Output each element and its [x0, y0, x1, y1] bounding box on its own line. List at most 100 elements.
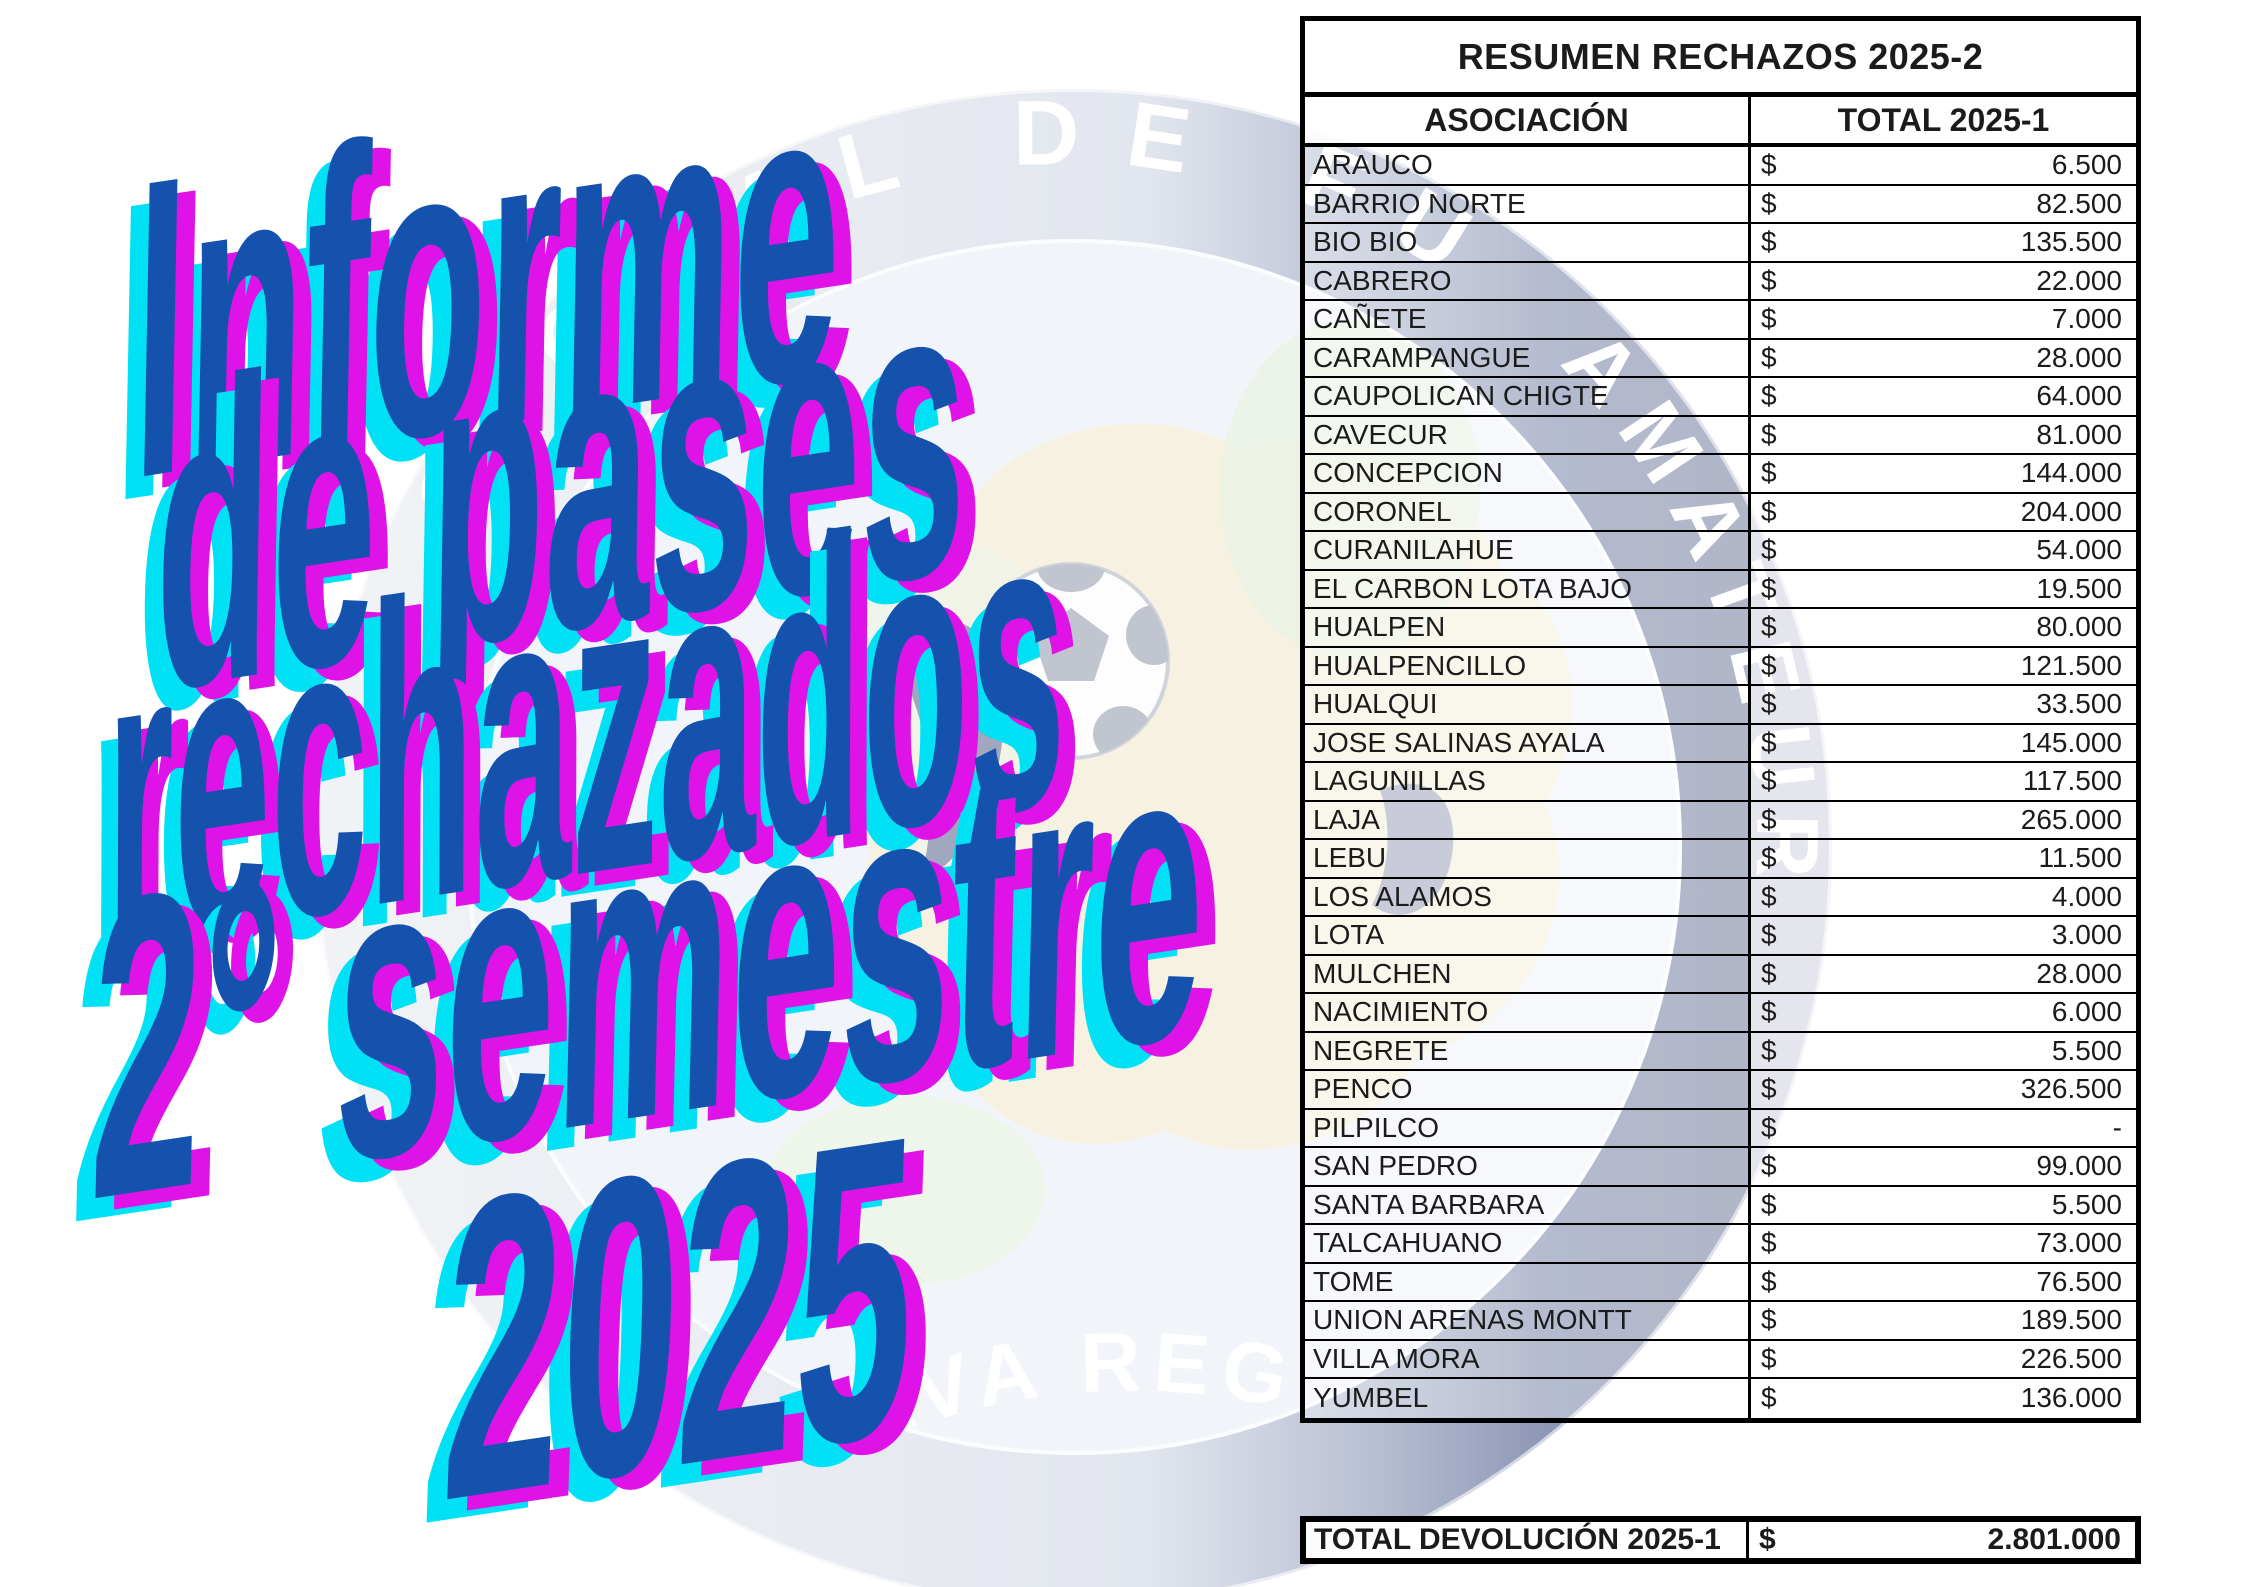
amount-cell: $ 99.000	[1751, 1148, 2136, 1185]
total-amount-value: 2.801.000	[1987, 1523, 2121, 1556]
amount-cell: $ 117.500	[1751, 763, 2136, 800]
amount-cell: $ 265.000	[1751, 801, 2136, 838]
currency-symbol: $	[1761, 264, 1777, 296]
amount-cell: $ 189.500	[1751, 1302, 2136, 1339]
table-row: EL CARBON LOTA BAJO $ 19.500	[1305, 570, 2136, 609]
table-row: CURANILAHUE $ 54.000	[1305, 532, 2136, 571]
currency-symbol: $	[1761, 726, 1777, 758]
table-row: LAGUNILLAS $ 117.500	[1305, 763, 2136, 802]
table-header-row: ASOCIACIÓN TOTAL 2025-1	[1305, 97, 2136, 147]
title-line: 2025	[436, 1045, 922, 1587]
amount-value: -	[2112, 1111, 2122, 1143]
table-row: HUALPEN $ 80.000	[1305, 609, 2136, 648]
association-name-cell: SAN PEDRO	[1305, 1148, 1751, 1185]
table-row: TALCAHUANO $ 73.000	[1305, 1225, 2136, 1264]
table-row: SAN PEDRO $ 99.000	[1305, 1148, 2136, 1187]
amount-cell: $ 136.000	[1751, 1379, 2136, 1418]
amount-cell: $ 19.500	[1751, 570, 2136, 607]
association-name-cell: CAÑETE	[1305, 301, 1751, 338]
amount-cell: $ 82.500	[1751, 185, 2136, 222]
badge-ring-inner-edge	[466, 239, 1682, 1455]
amount-cell: $ 54.000	[1751, 532, 2136, 569]
association-name-cell: EL CARBON LOTA BAJO	[1305, 570, 1751, 607]
table-row: HUALQUI $ 33.500	[1305, 686, 2136, 725]
table-row: CONCEPCION $ 144.000	[1305, 455, 2136, 494]
association-name-cell: LAJA	[1305, 801, 1751, 838]
amount-cell: $ 6.000	[1751, 994, 2136, 1031]
currency-symbol: $	[1761, 803, 1777, 835]
association-name-cell: JOSE SALINAS AYALA	[1305, 724, 1751, 761]
amount-value: 145.000	[2020, 726, 2122, 758]
currency-symbol: $	[1761, 688, 1777, 720]
association-name-cell: CORONEL	[1305, 493, 1751, 530]
amount-value: 7.000	[2051, 303, 2122, 335]
table-row: CAVECUR $ 81.000	[1305, 416, 2136, 455]
amount-value: 117.500	[2022, 765, 2122, 797]
currency-symbol: $	[1761, 1342, 1777, 1374]
column-header-asociacion: ASOCIACIÓN	[1305, 97, 1751, 143]
table-body: ARAUCO $ 6.500 BARRIO NORTE $ 82.500 B	[1305, 147, 2136, 1418]
table-row: BARRIO NORTE $ 82.500	[1305, 185, 2136, 224]
amount-value: 28.000	[2036, 957, 2122, 989]
association-name-cell: CURANILAHUE	[1305, 532, 1751, 569]
badge-navy-shape	[880, 617, 1004, 882]
amount-value: 80.000	[2036, 611, 2122, 643]
amount-value: 33.500	[2036, 688, 2122, 720]
currency-symbol: $	[1761, 380, 1777, 412]
amount-value: 326.500	[2020, 1073, 2122, 1105]
amount-value: 5.500	[2051, 1034, 2122, 1066]
amount-cell: $ 121.500	[1751, 647, 2136, 684]
currency-symbol: $	[1761, 957, 1777, 989]
amount-value: 204.000	[2020, 495, 2122, 527]
amount-cell: $ 5.500	[1751, 1032, 2136, 1069]
total-label-cell: TOTAL DEVOLUCIÓN 2025-1	[1306, 1522, 1749, 1558]
currency-symbol: $	[1761, 495, 1777, 527]
association-name-cell: LAGUNILLAS	[1305, 763, 1751, 800]
amount-value: 81.000	[2036, 418, 2122, 450]
association-name-cell: LOTA	[1305, 917, 1751, 954]
currency-symbol: $	[1761, 1188, 1777, 1220]
association-name-cell: UNION ARENAS MONTT	[1305, 1302, 1751, 1339]
amount-cell: $ 28.000	[1751, 955, 2136, 992]
currency-symbol: $	[1761, 1073, 1777, 1105]
amount-cell: $ 80.000	[1751, 609, 2136, 646]
amount-cell: $ -	[1751, 1109, 2136, 1146]
amount-value: 121.500	[2020, 649, 2122, 681]
table-row: JOSE SALINAS AYALA $ 145.000	[1305, 724, 2136, 763]
table-row: PILPILCO $ -	[1305, 1109, 2136, 1148]
amount-value: 3.000	[2051, 919, 2122, 951]
table-row: NACIMIENTO $ 6.000	[1305, 994, 2136, 1033]
table-row: VILLA MORA $ 226.500	[1305, 1340, 2136, 1379]
amount-value: 19.500	[2036, 572, 2122, 604]
currency-symbol: $	[1761, 1304, 1777, 1336]
amount-cell: $ 135.500	[1751, 224, 2136, 261]
association-name-cell: BIO BIO	[1305, 224, 1751, 261]
association-name-cell: LOS ALAMOS	[1305, 878, 1751, 915]
currency-symbol: $	[1761, 842, 1777, 874]
association-name-cell: SANTA BARBARA	[1305, 1186, 1751, 1223]
amount-cell: $ 22.000	[1751, 262, 2136, 299]
amount-value: 189.500	[2020, 1304, 2122, 1336]
amount-value: 99.000	[2036, 1150, 2122, 1182]
amount-cell: $ 226.500	[1751, 1340, 2136, 1377]
currency-symbol: $	[1761, 341, 1777, 373]
soccer-ball-icon	[972, 562, 1170, 760]
column-header-total: TOTAL 2025-1	[1837, 101, 2050, 138]
association-name-cell: CABRERO	[1305, 262, 1751, 299]
amount-cell: $ 4.000	[1751, 878, 2136, 915]
currency-symbol: $	[1761, 1227, 1777, 1259]
currency-symbol: $	[1761, 534, 1777, 566]
total-amount-cell: $ 2.801.000	[1749, 1522, 2135, 1558]
amount-value: 54.000	[2036, 534, 2122, 566]
amount-value: 64.000	[2036, 380, 2122, 412]
currency-symbol: $	[1761, 765, 1777, 797]
currency-symbol: $	[1761, 303, 1777, 335]
amount-value: 5.500	[2051, 1188, 2122, 1220]
amount-value: 265.000	[2020, 803, 2122, 835]
table-row: LEBU $ 11.500	[1305, 840, 2136, 879]
table-row: TOME $ 76.500	[1305, 1263, 2136, 1302]
association-name-cell: CARAMPANGUE	[1305, 339, 1751, 376]
association-name-cell: TALCAHUANO	[1305, 1225, 1751, 1262]
currency-symbol: $	[1761, 996, 1777, 1028]
